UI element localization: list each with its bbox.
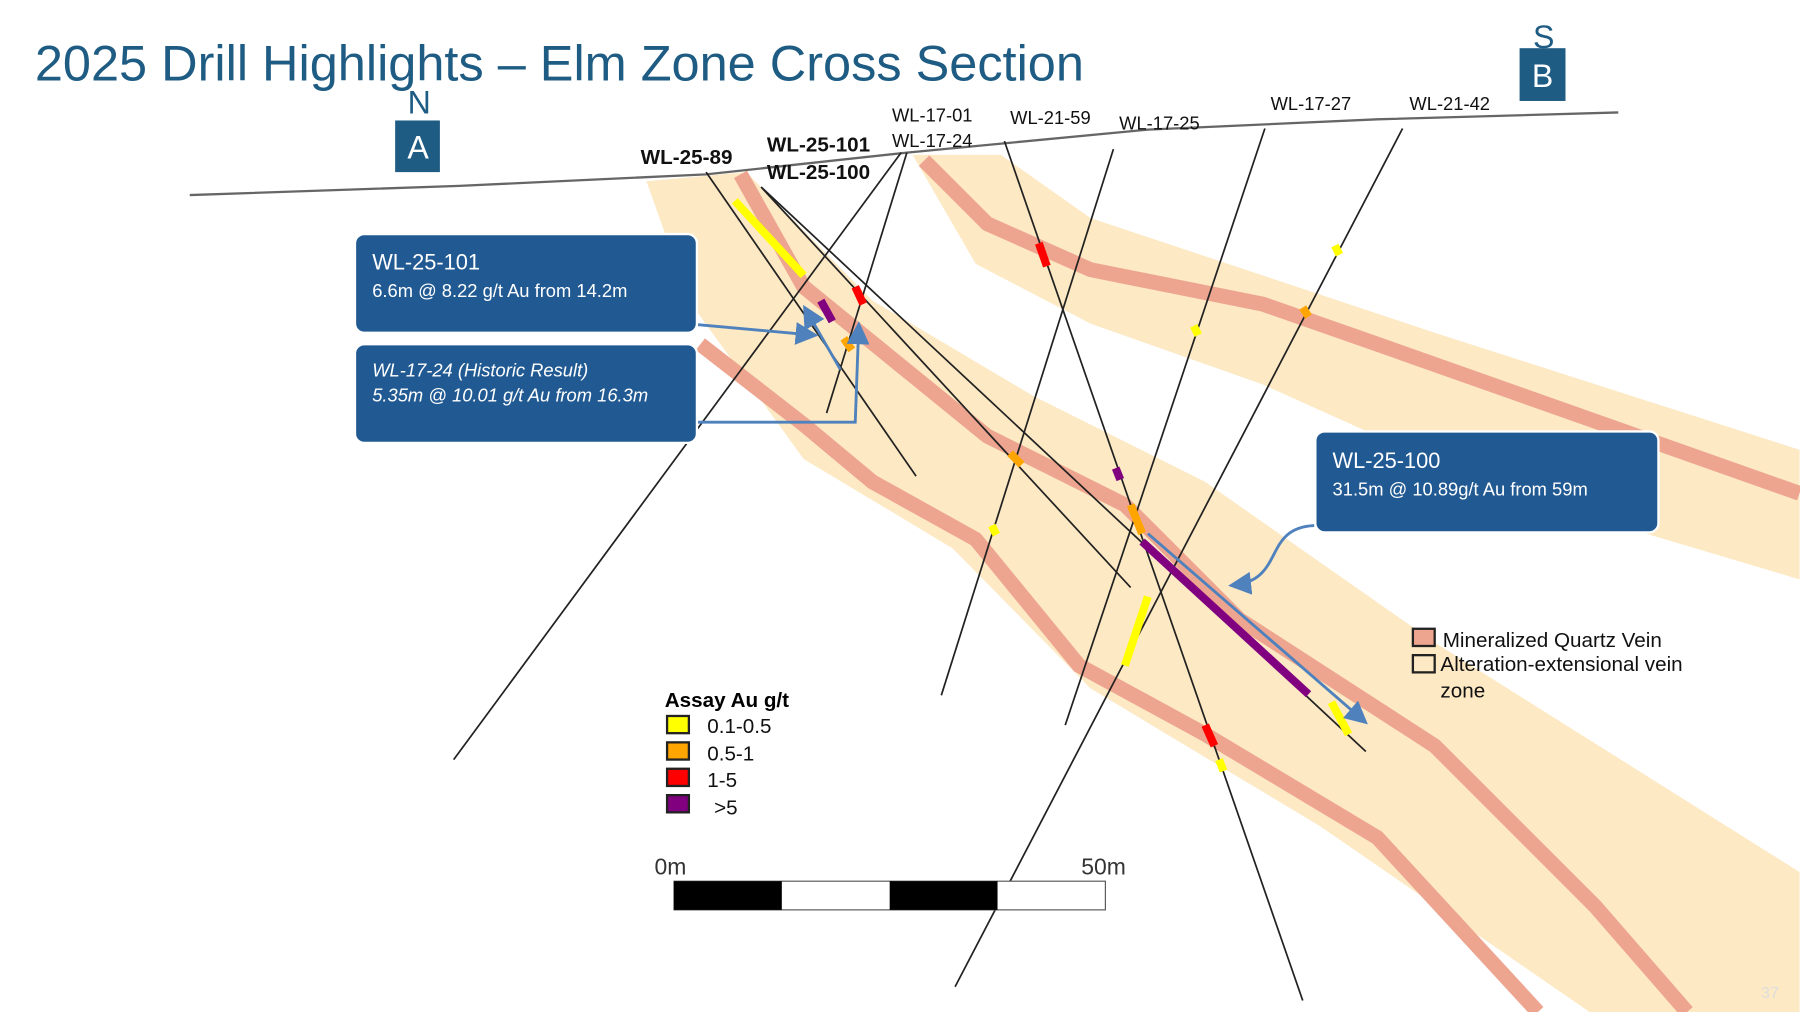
hole-label: WL-17-24 [892,130,973,151]
arrow [1146,532,1368,725]
hole-label: WL-21-59 [1010,107,1091,128]
callout-text: 5.35m @ 10.01 g/t Au from 16.3m [372,385,648,406]
hole-label: WL-17-27 [1271,93,1352,114]
legend-label: 1-5 [707,769,737,792]
hole-label: WL-25-89 [641,146,733,169]
hole-label: WL-25-101 [767,133,870,156]
hole-label: WL-17-01 [892,105,973,126]
zone-legend: Mineralized Quartz Vein Alteration-exten… [1411,627,1683,703]
title: 2025 Drill Highlights – Elm Zone Cross S… [35,34,1084,91]
assay-intervals [731,198,1353,773]
legend-swatch [665,793,691,814]
legend-swatch [665,714,691,735]
section-label: B [1532,58,1553,94]
legend-swatch [665,741,691,761]
legend-swatch [665,767,691,788]
callout-text: 31.5m @ 10.89g/t Au from 59m [1333,479,1588,500]
callout-title: WL-17-24 (Historic Result) [372,359,588,380]
drill-holes [452,128,1404,1001]
legend-label: 0.5-1 [707,743,754,766]
direction: N [408,85,431,121]
assay-legend: Assay Au g/t 0.1-0.5 0.5-1 1-5 >5 [665,689,789,820]
legend-label: Mineralized Quartz Vein [1443,629,1662,652]
section-label: A [407,129,429,165]
arrow [803,304,842,371]
section-marker [395,120,440,173]
callout: WL-17-24 (Historic Result) 5.35m @ 10.01… [353,343,699,445]
hole-label: WL-25-100 [767,161,870,184]
arrow [697,322,819,345]
legend-swatch [1411,654,1436,674]
legend-title: Assay Au g/t [665,689,789,712]
legend-label: Alteration-extensional vein zone [1440,652,1683,703]
hole-label: WL-21-42 [1409,93,1490,114]
section-marker [1519,48,1566,101]
callout-title: WL-25-101 [372,250,480,275]
callout: WL-25-100 31.5m @ 10.89g/t Au from 59m [1314,430,1660,534]
arrow [688,321,870,424]
scale-bar: 0m 50m [654,853,1126,911]
arrow [1228,524,1315,595]
hole-label: WL-17-25 [1119,113,1200,134]
legend-label: 0.1-0.5 [707,715,771,738]
direction: S [1533,19,1554,55]
callout: WL-25-101 6.6m @ 8.22 g/t Au from 14.2m [353,232,699,334]
scale-label: 50m [1081,853,1126,879]
page-number: 37 [1761,984,1779,1002]
legend-label: >5 [714,797,738,820]
legend-label-box: Alteration-extensional vein zone [1440,652,1683,703]
scale-label: 0m [654,853,686,879]
callout-text: 6.6m @ 8.22 g/t Au from 14.2m [372,280,627,301]
callout-title: WL-25-100 [1333,448,1441,473]
legend-swatch [1411,627,1436,648]
